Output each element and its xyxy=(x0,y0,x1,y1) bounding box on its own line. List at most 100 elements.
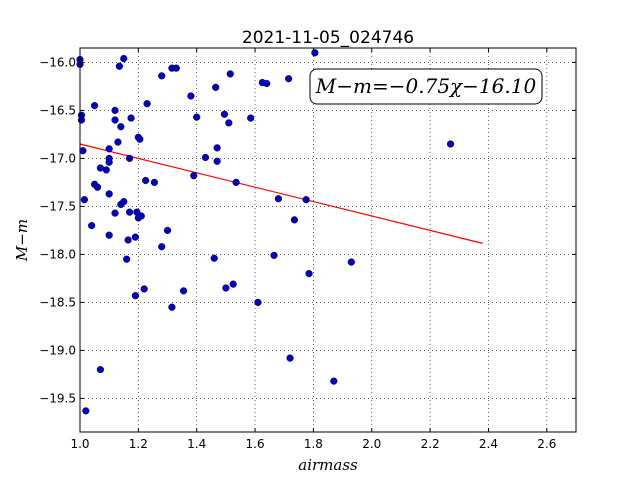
x-tick-label: 2.4 xyxy=(479,437,498,451)
data-point xyxy=(150,178,159,187)
data-point xyxy=(232,178,240,187)
data-point xyxy=(229,280,237,288)
data-point xyxy=(305,270,313,278)
data-point xyxy=(137,212,145,220)
y-tick-label: −18.5 xyxy=(39,295,76,309)
data-points xyxy=(76,49,455,415)
fit-line xyxy=(79,143,483,244)
y-tick-label: −17.0 xyxy=(39,151,76,165)
data-point xyxy=(126,154,134,163)
fit-line-group xyxy=(79,143,483,244)
data-point xyxy=(115,62,123,70)
grid-lines xyxy=(80,48,576,432)
data-point xyxy=(111,209,119,217)
data-point xyxy=(274,195,283,203)
data-point xyxy=(105,231,113,239)
data-point xyxy=(286,354,294,362)
x-tick-label: 1.0 xyxy=(70,437,89,451)
y-tick-label: −18.0 xyxy=(39,247,76,261)
data-point xyxy=(124,236,132,244)
data-point xyxy=(117,123,125,131)
y-axis-label: M−m xyxy=(13,219,31,262)
data-point xyxy=(123,255,131,263)
y-tick-label: −16.0 xyxy=(39,55,76,69)
x-tick-label: 1.2 xyxy=(129,437,148,451)
chart-title: 2021-11-05_024746 xyxy=(242,28,414,48)
x-tick-label: 1.6 xyxy=(246,437,265,451)
data-point xyxy=(213,144,221,152)
data-point xyxy=(190,172,198,180)
data-point xyxy=(222,284,230,292)
data-point xyxy=(213,157,221,165)
data-point xyxy=(136,135,144,143)
data-point xyxy=(96,366,105,374)
y-tick-label: −19.0 xyxy=(39,343,76,357)
data-point xyxy=(220,110,229,118)
data-point xyxy=(105,145,113,153)
plot-area xyxy=(80,48,576,432)
data-point xyxy=(168,303,176,311)
data-point xyxy=(88,222,96,230)
data-point xyxy=(201,153,210,162)
data-point xyxy=(127,114,135,122)
data-point xyxy=(163,226,172,235)
data-point xyxy=(126,208,134,216)
data-point xyxy=(114,138,122,146)
data-point xyxy=(247,114,255,122)
data-point xyxy=(158,72,166,80)
data-point xyxy=(82,407,90,415)
data-point xyxy=(131,292,140,300)
y-tick-label: −16.5 xyxy=(39,103,76,117)
data-point xyxy=(105,190,113,198)
data-point xyxy=(193,113,201,121)
data-point xyxy=(111,106,119,115)
x-tick-label: 1.4 xyxy=(187,437,206,451)
data-point xyxy=(270,251,278,259)
data-point xyxy=(158,243,166,251)
data-point xyxy=(172,64,180,72)
y-tick-label: −17.5 xyxy=(39,199,76,213)
data-point xyxy=(210,254,218,262)
x-axis-ticks: 1.0 1.2 1.4 1.6 1.8 2.0 2.2 2.4 2.6 xyxy=(70,48,556,451)
data-point xyxy=(212,83,220,91)
data-point xyxy=(140,285,148,293)
fit-annotation: M−m=−0.75χ−16.10 xyxy=(309,68,543,105)
data-point xyxy=(90,101,99,110)
data-point xyxy=(80,196,88,204)
data-point xyxy=(79,147,87,155)
data-point xyxy=(347,258,355,266)
x-tick-label: 2.6 xyxy=(537,437,556,451)
x-axis-label: airmass xyxy=(298,456,358,474)
x-tick-label: 2.2 xyxy=(421,437,440,451)
data-point xyxy=(179,287,188,295)
data-point xyxy=(311,49,319,57)
data-point xyxy=(77,116,86,124)
data-point xyxy=(263,79,271,88)
data-point xyxy=(131,233,140,241)
data-point xyxy=(254,298,262,307)
data-point xyxy=(102,166,110,174)
y-tick-label: −19.5 xyxy=(39,391,76,405)
plot-frame xyxy=(79,47,577,433)
data-point xyxy=(93,183,102,191)
x-tick-label: 2.0 xyxy=(362,437,381,451)
y-axis-ticks: −16.0 −16.5 −17.0 −17.5 −18.0 −18.5 −19.0 −19.5 xyxy=(39,55,576,405)
annotation-box xyxy=(309,68,543,105)
x-tick-label: 1.8 xyxy=(304,437,323,451)
data-point xyxy=(226,70,234,78)
data-point xyxy=(330,377,338,385)
data-point xyxy=(120,198,128,206)
data-point xyxy=(142,176,150,185)
data-point xyxy=(446,140,455,148)
data-point xyxy=(120,54,128,63)
data-point xyxy=(290,216,299,224)
data-point xyxy=(143,100,151,108)
data-point xyxy=(225,119,233,127)
data-point xyxy=(187,92,195,100)
data-point xyxy=(285,75,293,83)
data-point xyxy=(302,196,310,204)
data-point xyxy=(111,116,119,124)
data-point xyxy=(105,158,113,166)
fit-equation: M−m=−0.75χ−16.10 xyxy=(315,74,537,98)
